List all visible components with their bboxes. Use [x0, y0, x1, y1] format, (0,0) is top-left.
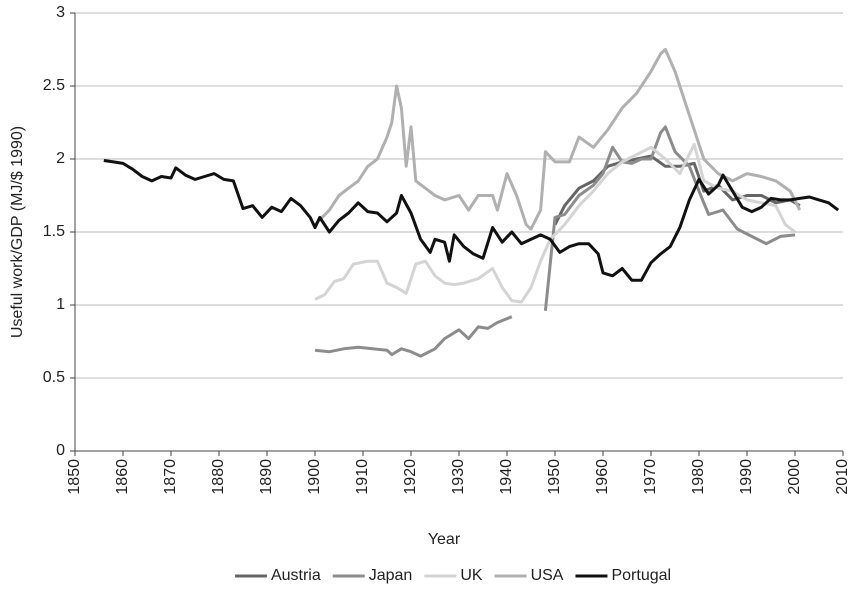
- x-tick-label: 1990: [738, 459, 755, 495]
- series-line: [314, 125, 796, 358]
- x-tick-label: 1940: [498, 459, 515, 495]
- x-tick-label: 1930: [450, 459, 467, 495]
- y-tick-label: 2: [56, 150, 65, 167]
- series-line: [313, 48, 802, 231]
- x-tick-label: 1850: [66, 459, 83, 495]
- legend-label: UK: [460, 567, 483, 584]
- x-tick-label: 1870: [162, 459, 179, 495]
- x-tick-label: 1900: [306, 459, 323, 495]
- y-tick-label: 1: [56, 296, 65, 313]
- series-line: [103, 159, 840, 282]
- legend-label: Austria: [271, 567, 321, 584]
- x-tick-label: 1860: [114, 459, 131, 495]
- x-axis-label: Year: [428, 531, 461, 548]
- x-tick-label: 1910: [354, 459, 371, 495]
- y-tick-label: 0: [56, 442, 65, 459]
- y-tick-label: 0.5: [43, 369, 65, 386]
- legend-label: Japan: [369, 567, 413, 584]
- y-tick-label: 2.5: [43, 77, 65, 94]
- x-tick-label: 1960: [594, 459, 611, 495]
- legend-label: USA: [531, 567, 564, 584]
- x-tick-label: 2010: [834, 459, 851, 495]
- x-tick-label: 1970: [642, 459, 659, 495]
- y-axis-label: Useful work/GDP (MJ/$ 1990): [9, 126, 26, 338]
- x-tick-label: 1890: [258, 459, 275, 495]
- series-line: [553, 154, 801, 226]
- series-line: [314, 142, 796, 304]
- x-tick-label: 1980: [690, 459, 707, 495]
- x-tick-label: 1950: [546, 459, 563, 495]
- legend-label: Portugal: [611, 567, 671, 584]
- y-tick-label: 3: [56, 4, 65, 21]
- x-tick-label: 2000: [786, 459, 803, 495]
- x-tick-label: 1880: [210, 459, 227, 495]
- y-tick-label: 1.5: [43, 223, 65, 240]
- x-tick-label: 1920: [402, 459, 419, 495]
